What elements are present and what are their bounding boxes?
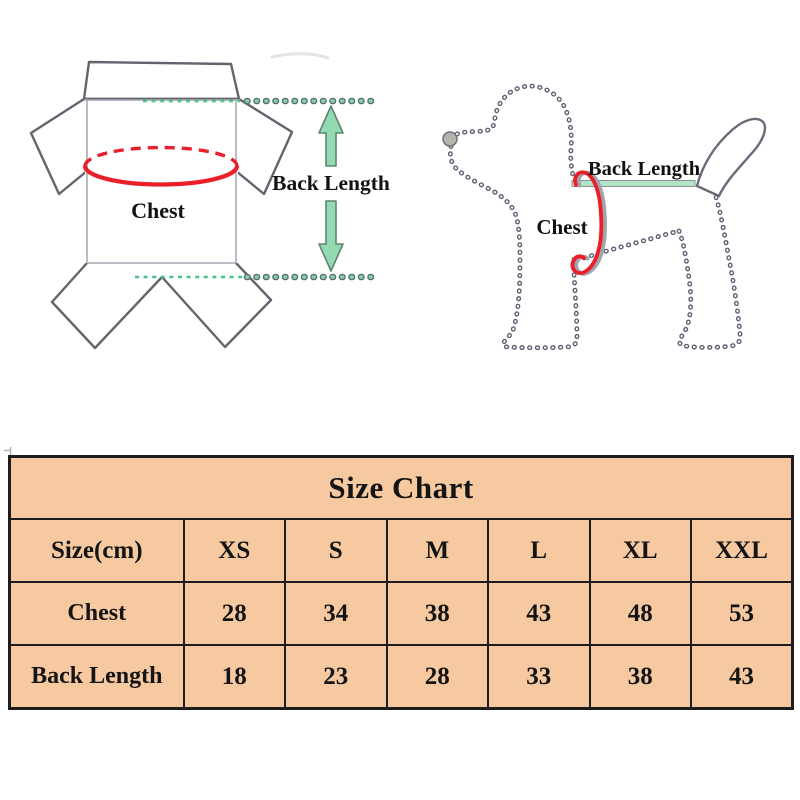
column-header-s: S bbox=[284, 518, 388, 583]
column-header-size: Size(cm) bbox=[8, 518, 185, 583]
arrow-down-icon bbox=[318, 200, 344, 272]
dog-outline bbox=[450, 86, 740, 348]
back-length-value-xl: 38 bbox=[588, 644, 692, 710]
column-header-m: M bbox=[385, 518, 489, 583]
column-header-xs: XS bbox=[182, 518, 286, 583]
back-length-value-l: 33 bbox=[487, 644, 591, 710]
row-label-chest: Chest bbox=[8, 581, 185, 646]
garment-chest-label: Chest bbox=[131, 198, 185, 223]
back-length-value-s: 23 bbox=[284, 644, 388, 710]
garment-back-length-label: Back Length bbox=[272, 171, 390, 195]
chest-value-l: 43 bbox=[487, 581, 591, 646]
chest-value-xxl: 53 bbox=[690, 581, 794, 646]
dog-tail bbox=[695, 117, 767, 198]
garment-diagram: Chest Back Length bbox=[29, 52, 390, 350]
dog-chest-label: Chest bbox=[536, 215, 587, 239]
row-label-back-length: Back Length bbox=[8, 644, 185, 710]
size-chart-table: Size Chart Size(cm) XS S M L XL XXL Ches… bbox=[8, 455, 795, 710]
garment-seams bbox=[84, 99, 240, 264]
arrow-up-icon bbox=[318, 105, 344, 167]
dog-diagram: Back Length Chest bbox=[442, 86, 767, 348]
table-row-back-length: Back Length 18 23 28 33 38 43 bbox=[8, 644, 794, 710]
table-row-chest: Chest 28 34 38 43 48 53 bbox=[8, 581, 794, 646]
chest-value-xl: 48 bbox=[588, 581, 692, 646]
back-length-arrow bbox=[318, 105, 344, 272]
chest-value-s: 34 bbox=[284, 581, 388, 646]
dog-back-length-bar bbox=[571, 180, 696, 187]
table-header-row: Size(cm) XS S M L XL XXL bbox=[8, 518, 794, 583]
garment-body-outline bbox=[29, 97, 294, 350]
column-header-xl: XL bbox=[588, 518, 692, 583]
chest-ellipse bbox=[82, 145, 240, 187]
dog-chest-curve bbox=[570, 170, 607, 276]
measurement-diagrams: Chest Back Length bbox=[4, 52, 767, 458]
column-header-l: L bbox=[487, 518, 591, 583]
smudge-artifact bbox=[270, 52, 330, 60]
size-chart-title: Size Chart bbox=[8, 455, 794, 520]
back-length-value-xxl: 43 bbox=[690, 644, 794, 710]
garment-collar bbox=[82, 60, 241, 101]
dog-back-length-label: Back Length bbox=[588, 158, 701, 180]
back-length-value-m: 28 bbox=[385, 644, 489, 710]
chest-value-m: 38 bbox=[385, 581, 489, 646]
back-length-value-xs: 18 bbox=[182, 644, 286, 710]
table-title-row: Size Chart bbox=[8, 455, 794, 520]
column-header-xxl: XXL bbox=[690, 518, 794, 583]
chest-value-xs: 28 bbox=[182, 581, 286, 646]
dog-nose bbox=[442, 131, 458, 147]
